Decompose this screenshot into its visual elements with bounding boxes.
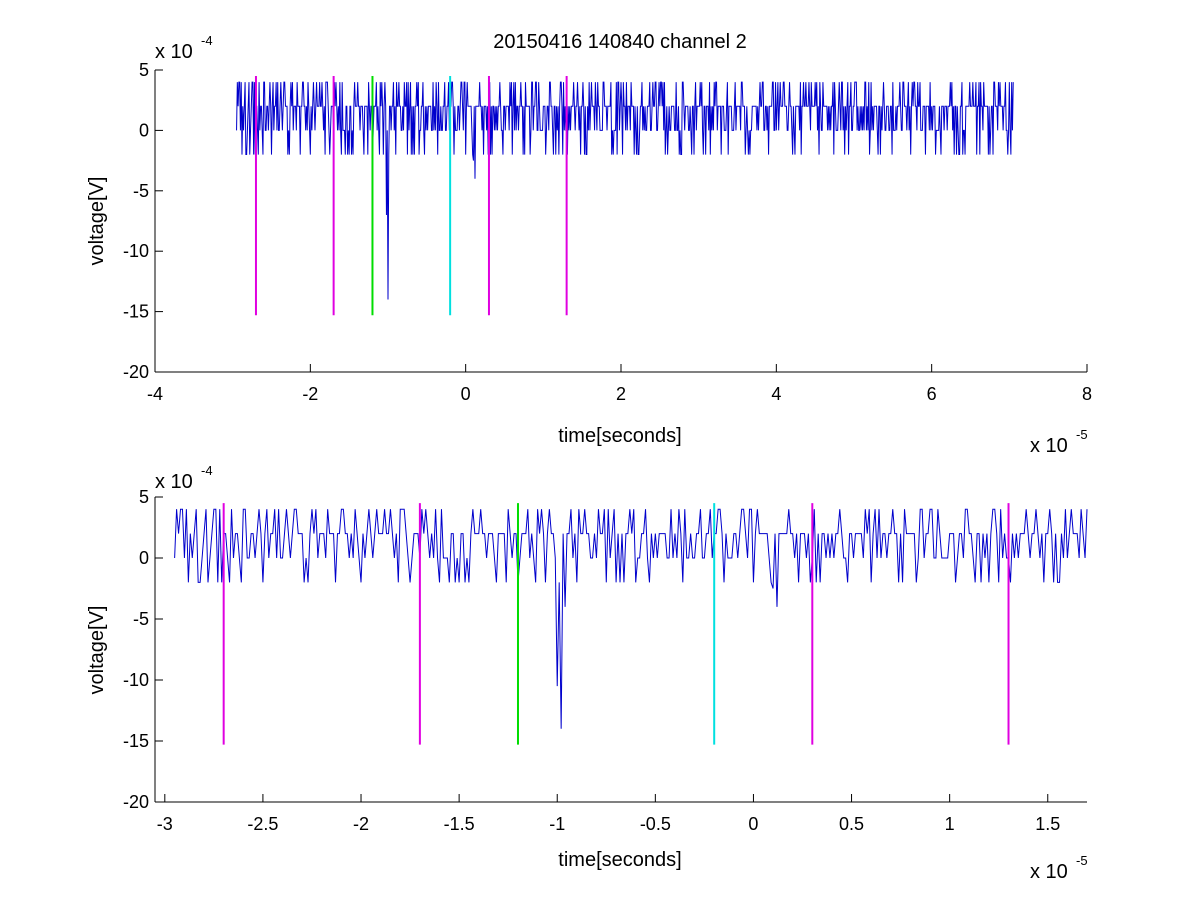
top-y-scale-label: x 10	[155, 41, 193, 63]
bottom-y-tick-label: -20	[123, 792, 149, 812]
top-x-tick-label: 2	[616, 384, 626, 404]
bottom-y-tick-label: -15	[123, 731, 149, 751]
bottom-x-tick-label: -1	[549, 814, 565, 834]
chart-title: 20150416 140840 channel 2	[493, 31, 747, 53]
bottom-x-tick-label: 0	[748, 814, 758, 834]
top-y-tick-label: 5	[139, 60, 149, 80]
bottom-x-tick-label: 1.5	[1035, 814, 1060, 834]
bottom-plot-panel: -3 -2.5 -2 -1.5 -1 -0.5 0 0.5 1 1.5-20-15-10-505 …	[86, 463, 1088, 883]
top-x-axis-label: time[seconds]	[558, 425, 681, 447]
top-x-tick-label: -2	[302, 384, 318, 404]
top-x-tick-label: 8	[1082, 384, 1092, 404]
bottom-x-scale-label: x 10	[1030, 861, 1068, 883]
top-x-tick-label: 0	[461, 384, 471, 404]
bottom-marker-layer	[222, 503, 1010, 745]
top-signal-layer	[236, 81, 1014, 300]
bottom-signal-layer	[174, 508, 1088, 729]
top-x-scale-label: x 10	[1030, 435, 1068, 457]
top-plot-panel: -4 -2 0 2 4 6 8-20-15-10-505 time[seconds] vol…	[86, 33, 1092, 457]
top-y-tick-label: -10	[123, 241, 149, 261]
bottom-voltage-trace	[174, 508, 1088, 729]
bottom-x-tick-label: -2	[353, 814, 369, 834]
bottom-y-tick-label: 0	[139, 548, 149, 568]
top-y-tick-label: -15	[123, 302, 149, 322]
bottom-x-axis-label: time[seconds]	[558, 849, 681, 871]
bottom-x-tick-label: -3	[157, 814, 173, 834]
bottom-y-tick-label: -5	[133, 609, 149, 629]
bottom-x-tick-label: -1.5	[444, 814, 475, 834]
top-y-tick-label: 0	[139, 120, 149, 140]
bottom-y-tick-label: -10	[123, 670, 149, 690]
bottom-axis-layer: -3 -2.5 -2 -1.5 -1 -0.5 0 0.5 1 1.5 -20 -15 -10 -5 0 5	[123, 487, 1087, 834]
bottom-x-tick-label: 0.5	[839, 814, 864, 834]
top-axis-layer: -4 -2 0 2 4 6 8-20-15-10-505	[123, 60, 1092, 404]
top-y-scale-power: -4	[201, 33, 213, 48]
top-y-tick-label: -5	[133, 181, 149, 201]
top-x-tick-label: -4	[147, 384, 163, 404]
bottom-y-axis-label: voltage[V]	[86, 606, 108, 695]
top-x-tick-label: 6	[927, 384, 937, 404]
top-x-tick-label: 4	[771, 384, 781, 404]
bottom-y-tick-label: 5	[139, 487, 149, 507]
bottom-x-tick-label: 1	[945, 814, 955, 834]
top-marker-layer	[254, 76, 568, 316]
bottom-y-scale-power: -4	[201, 463, 213, 478]
top-y-tick-label: -20	[123, 362, 149, 382]
bottom-x-scale-power: -5	[1076, 853, 1088, 868]
top-x-scale-power: -5	[1076, 427, 1088, 442]
bottom-x-tick-label: -0.5	[640, 814, 671, 834]
top-voltage-trace	[236, 81, 1014, 300]
top-y-axis-label: voltage[V]	[86, 177, 108, 266]
bottom-y-scale-label: x 10	[155, 471, 193, 493]
bottom-x-tick-label: -2.5	[247, 814, 278, 834]
